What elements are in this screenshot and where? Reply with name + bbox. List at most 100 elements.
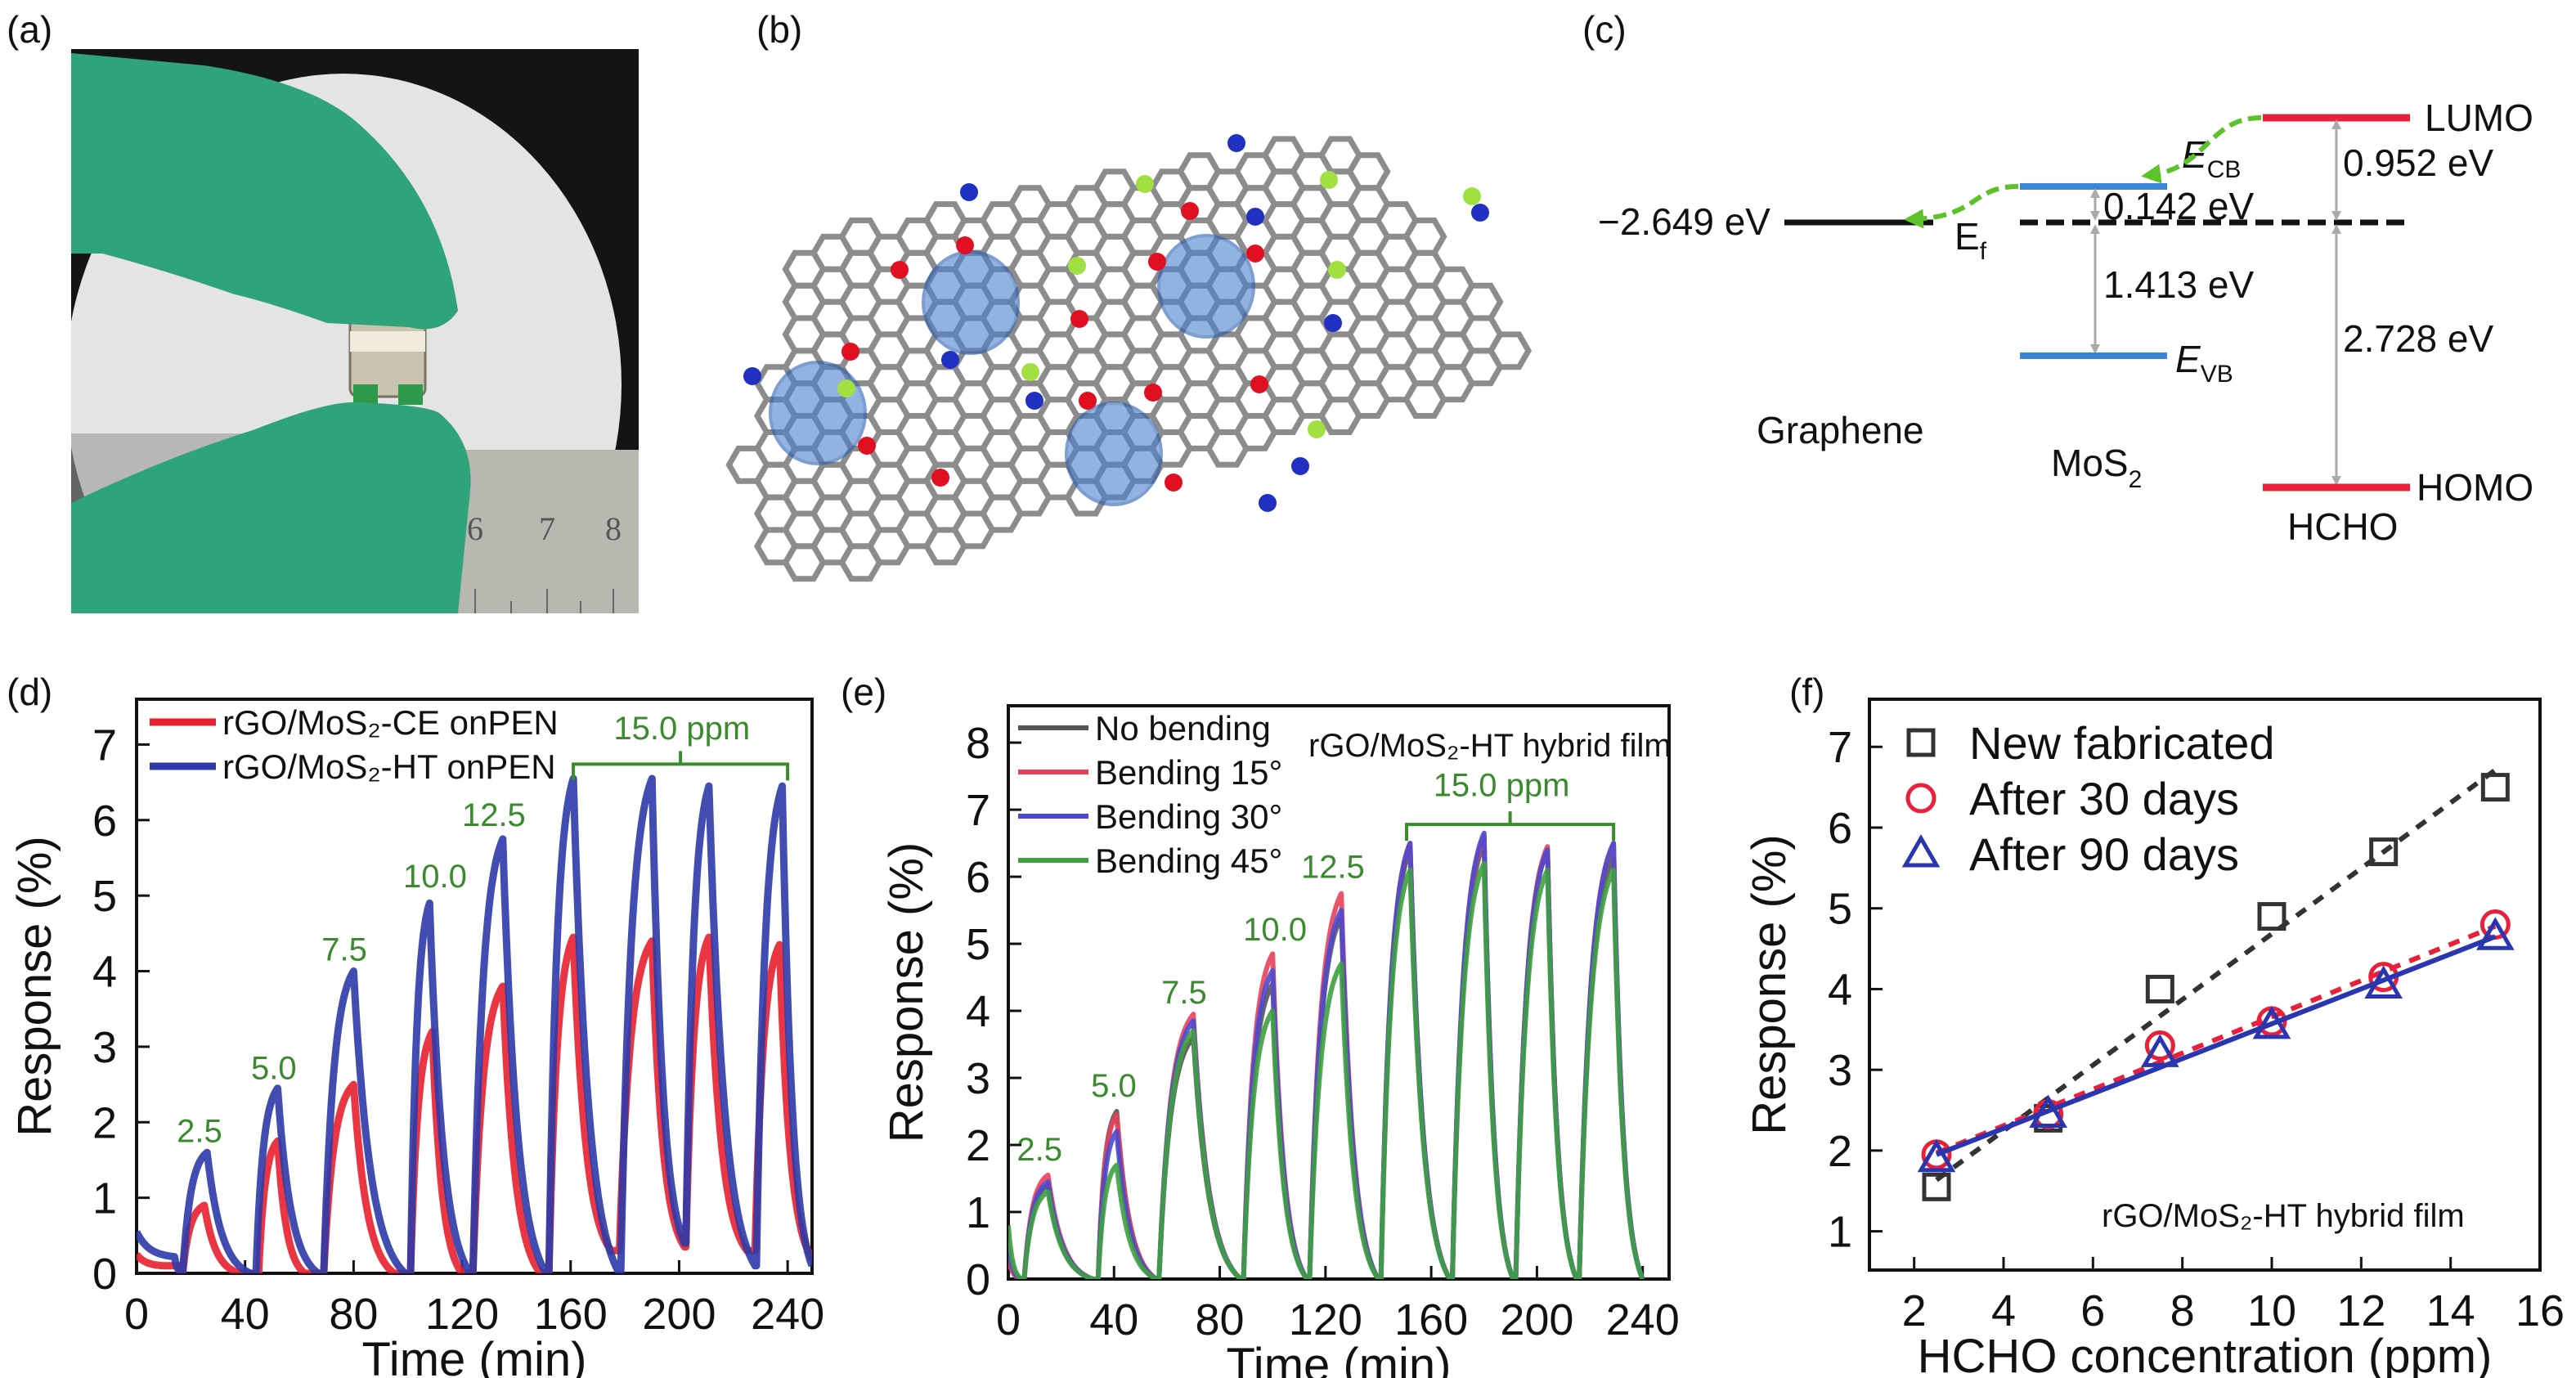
nitrogen-atom <box>1259 494 1277 512</box>
ruler-label-7: 7 <box>539 510 555 547</box>
data-point-3 <box>2141 1034 2179 1067</box>
rgo-mos2-structure <box>725 134 1533 582</box>
nitrogen-atom <box>1291 457 1309 475</box>
oxygen-atom <box>858 437 876 455</box>
x-axis-title: HCHO concentration (ppm) <box>1918 1330 2493 1378</box>
concentration-label: 15.0 ppm <box>1434 768 1570 804</box>
x-tick-label: 2 <box>1902 1286 1927 1335</box>
upper-glove-finger <box>71 53 458 330</box>
x-tick-label: 80 <box>329 1290 378 1339</box>
electron-transfer-arrow-lumo-to-cb <box>2141 115 2262 184</box>
x-tick-label: 10 <box>2247 1286 2296 1335</box>
chart-response-bending: 0 40 80 120 160 200 240 0 1 2 3 4 5 6 7 8 Time (min) Resp… <box>880 704 1680 1378</box>
y-tick-label: 5 <box>92 872 117 921</box>
energy-band-diagram: −2.649 eV Ef ECB 0.142 eV 1.413 eV EVB L… <box>1598 97 2533 548</box>
homo-gap-label: 2.728 eV <box>2343 317 2493 360</box>
y-tick-label: 2 <box>92 1098 117 1147</box>
fit-line-3 <box>1935 934 2497 1157</box>
y-axis-title: Response (%) <box>8 836 61 1136</box>
concentration-label: 12.5 <box>1301 850 1365 886</box>
lower-glove-finger <box>71 402 471 613</box>
cb-fermi-gap-label: 0.142 eV <box>2103 185 2254 227</box>
data-point-3 <box>1917 1138 1956 1173</box>
y-tick-label: 7 <box>92 720 117 770</box>
data-point-1 <box>1922 1172 1951 1201</box>
x-tick-label: 12 <box>2336 1286 2385 1335</box>
nitrogen-atom <box>743 367 761 385</box>
x-tick-label: 16 <box>2515 1286 2565 1335</box>
concentration-label: 10.0 <box>1243 912 1307 948</box>
x-tick-label: 240 <box>1606 1295 1680 1344</box>
series-group <box>1008 830 1645 1279</box>
y-tick-label: 6 <box>966 853 990 902</box>
y-tick-label: 7 <box>1828 723 1852 772</box>
nitrogen-atom <box>941 351 959 369</box>
y-tick-label: 1 <box>1828 1208 1852 1257</box>
lumo-gap-label: 0.952 eV <box>2343 141 2493 184</box>
x-tick-label: 40 <box>1089 1295 1138 1344</box>
x-tick-label: 40 <box>221 1290 270 1339</box>
oxygen-atom <box>1181 202 1199 220</box>
panel-label-f: (f) <box>1789 671 1824 713</box>
x-tick-label: 4 <box>1991 1286 2016 1335</box>
fluorine-atom <box>1136 175 1154 193</box>
legend-label-1: New fabricated <box>1969 717 2275 769</box>
y-tick-label: 7 <box>966 786 990 835</box>
y-tick-label: 2 <box>1828 1127 1852 1176</box>
fit-line-2 <box>1935 923 2497 1156</box>
hcho-label: HCHO <box>2287 505 2398 548</box>
data-point-3 <box>2476 917 2515 950</box>
concentration-bracket <box>572 751 790 781</box>
oxygen-atom <box>1165 474 1183 492</box>
fluorine-atom <box>1320 171 1338 189</box>
mos2-polyhedron <box>1065 402 1163 506</box>
panel-label-b: (b) <box>756 8 802 51</box>
carbon-ring <box>1487 331 1533 370</box>
legend-label-1: No bending <box>1095 709 1271 747</box>
y-axis-title: Response (%) <box>1743 834 1796 1134</box>
plot-frame <box>1007 704 1671 1281</box>
concentration-label: 7.5 <box>1161 975 1207 1011</box>
x-tick-label: 200 <box>642 1290 716 1339</box>
legend-label-4: Bending 45° <box>1095 842 1282 880</box>
data-point-3 <box>2364 965 2403 999</box>
x-tick-label: 80 <box>1196 1295 1245 1344</box>
fluorine-atom <box>1328 261 1346 279</box>
x-tick-label: 0 <box>996 1295 1021 1344</box>
electrode-pad <box>398 384 423 405</box>
nitrogen-atom <box>1471 204 1489 222</box>
ruler-label-8: 8 <box>605 510 622 547</box>
mos2-bandgap-label: 1.413 eV <box>2103 263 2254 306</box>
oxygen-atom <box>891 261 909 279</box>
concentration-label: 12.5 <box>462 797 526 833</box>
y-tick-label: 5 <box>1828 885 1852 934</box>
ef-label: Ef <box>1954 215 1987 265</box>
x-axis-title: Time (min) <box>1227 1339 1452 1378</box>
panel-label-e: (e) <box>841 671 886 713</box>
series-group <box>137 774 812 1273</box>
electron-transfer-arrow-cb-to-graphene <box>1904 184 2019 229</box>
carbon-ring <box>1459 282 1504 321</box>
oxygen-atom <box>1070 310 1088 328</box>
evb-label: EVB <box>2175 338 2233 388</box>
y-tick-label: 4 <box>92 948 117 997</box>
y-tick-label: 2 <box>966 1121 990 1170</box>
carbon-ring <box>1346 152 1391 191</box>
device-highlight <box>350 331 425 352</box>
oxygen-atom <box>1144 384 1162 402</box>
legend-label-2: Bending 15° <box>1095 753 1282 792</box>
y-axis-title: Response (%) <box>880 842 933 1142</box>
nitrogen-atom <box>1227 134 1245 152</box>
oxygen-atom <box>1079 392 1097 410</box>
legend-marker-1 <box>1906 728 1936 757</box>
x-tick-label: 240 <box>751 1290 824 1339</box>
fluorine-atom <box>1021 363 1039 381</box>
fit-line-1 <box>1935 768 2497 1183</box>
x-tick-label: 14 <box>2426 1286 2475 1335</box>
ruler-label-6: 6 <box>467 510 483 547</box>
lumo-label: LUMO <box>2425 97 2533 139</box>
legend-marker-3 <box>1901 833 1941 868</box>
concentration-label: 15.0 ppm <box>613 711 750 747</box>
nitrogen-atom <box>960 183 978 201</box>
